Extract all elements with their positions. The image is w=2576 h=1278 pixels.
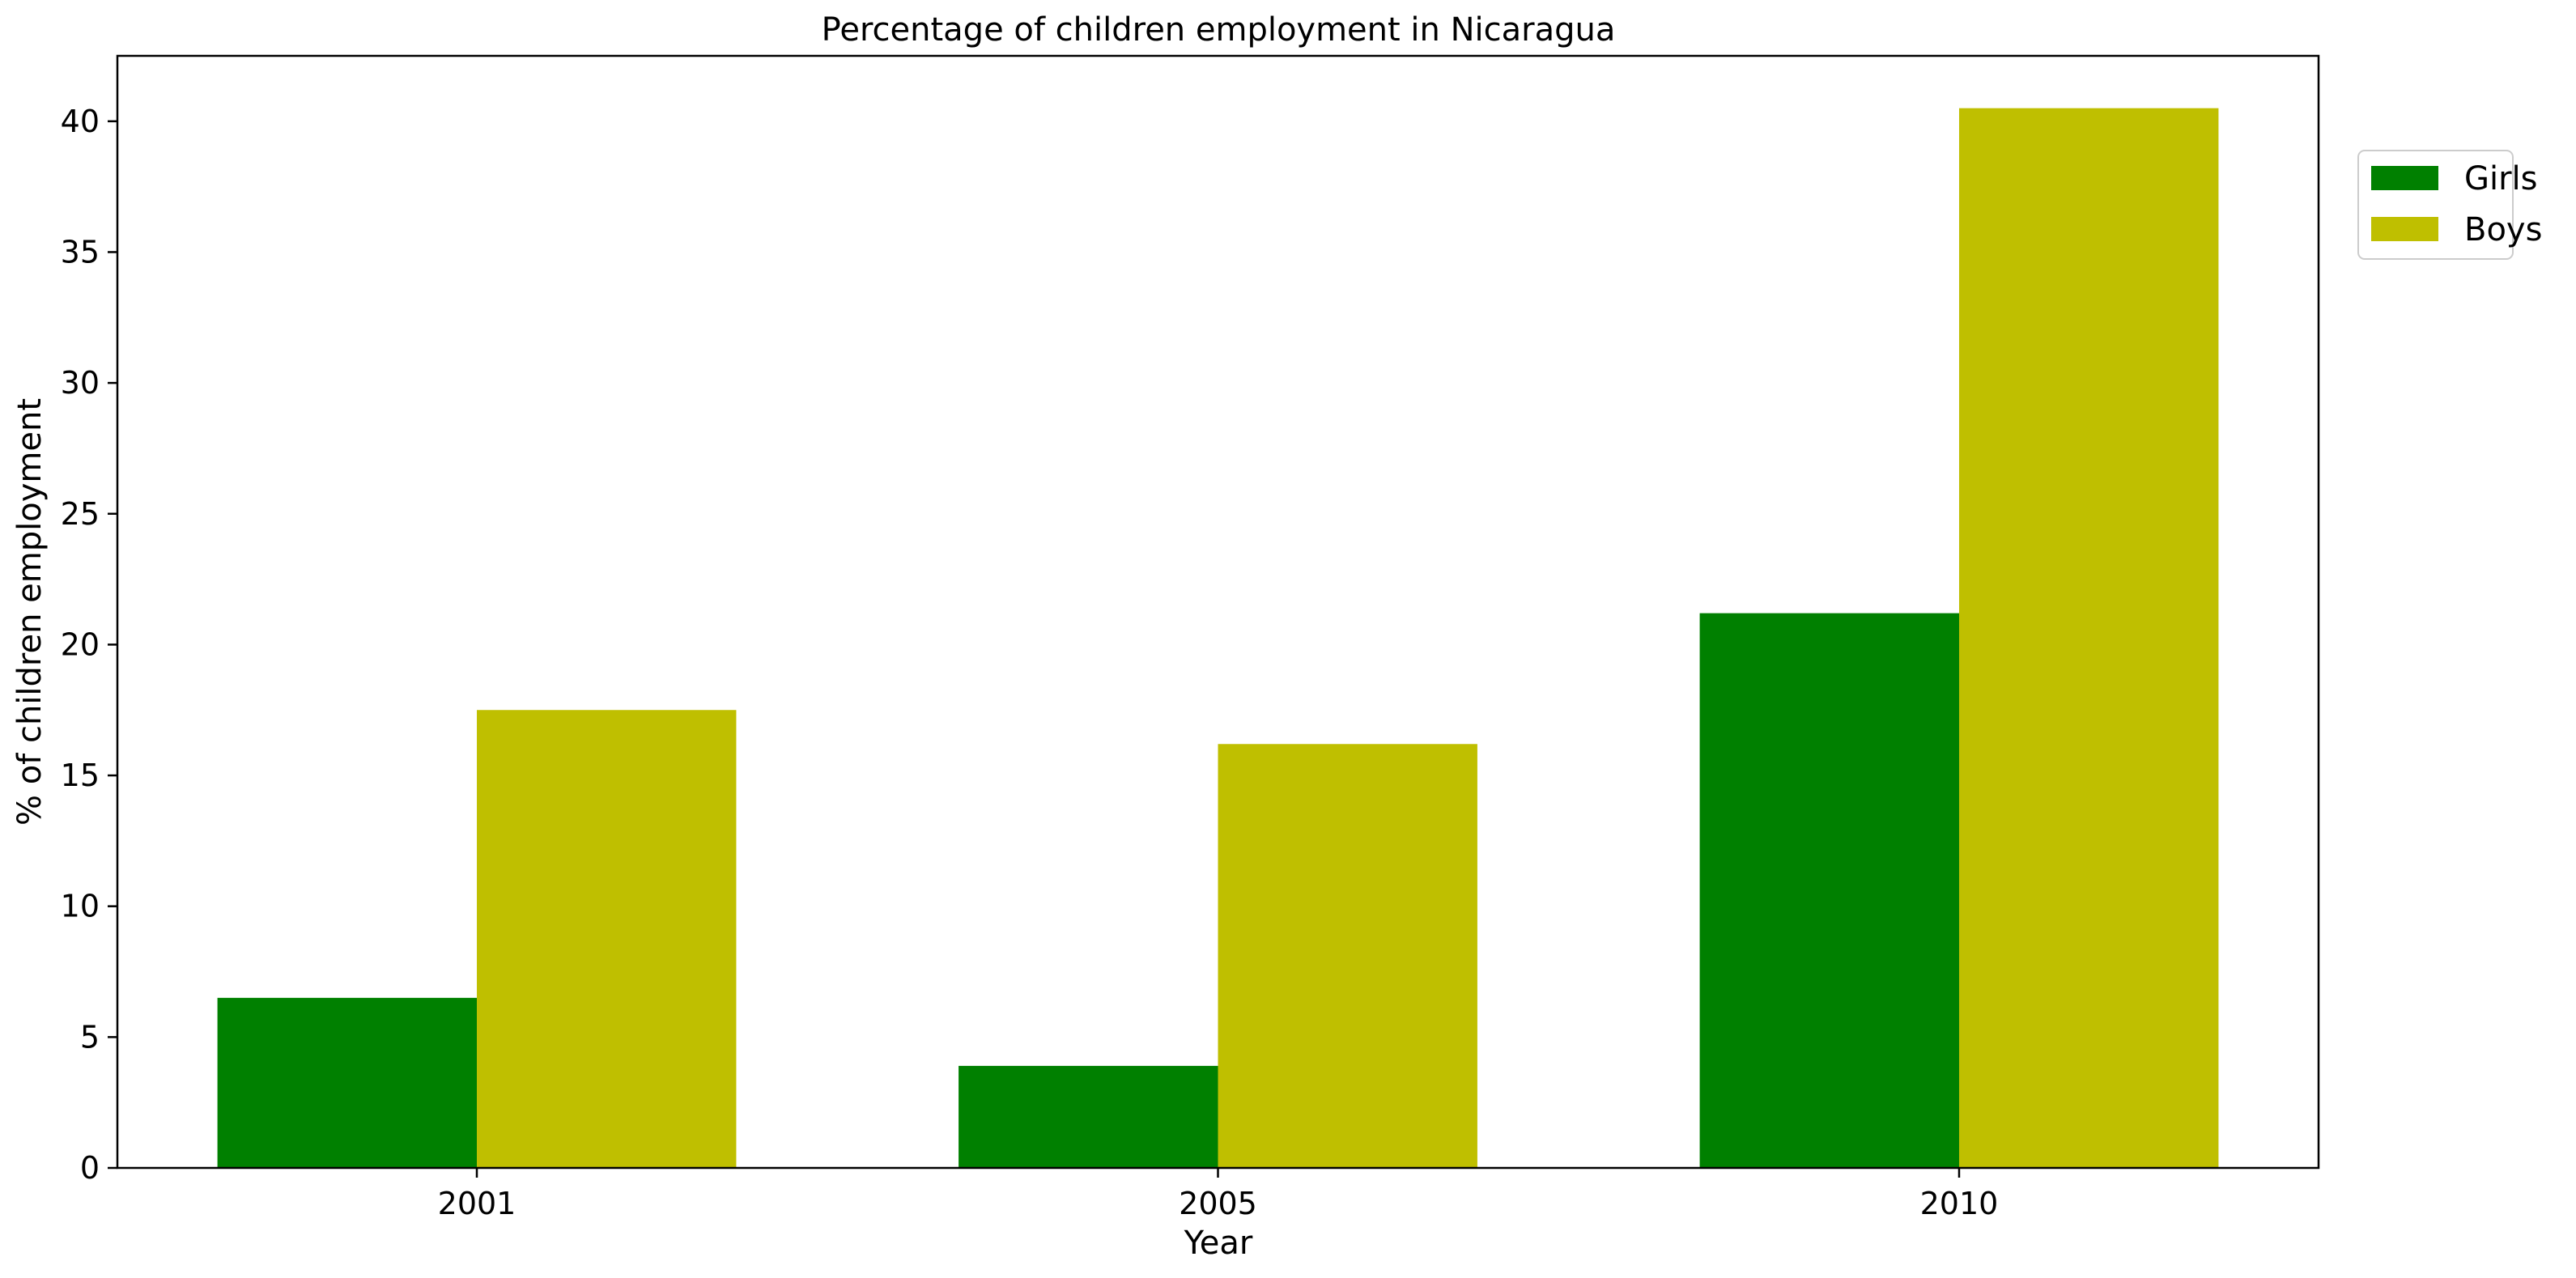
x-axis-label: Year: [1184, 1225, 1253, 1262]
legend-label-boys: Boys: [2464, 211, 2542, 248]
x-axis: 2001 2005 2010: [438, 1168, 1999, 1221]
bar-boys-2005: [1218, 744, 1477, 1168]
x-tick-label: 2001: [438, 1186, 516, 1221]
legend-swatch-boys: [2371, 217, 2438, 241]
y-tick-label: 10: [61, 889, 100, 924]
x-tick-label: 2005: [1179, 1186, 1257, 1221]
bars-group: [217, 108, 2219, 1169]
y-tick-label: 5: [80, 1019, 100, 1055]
y-tick-label: 30: [61, 365, 100, 401]
bar-girls-2010: [1699, 613, 1959, 1168]
y-tick-label: 15: [61, 758, 100, 793]
bar-boys-2001: [477, 710, 737, 1168]
x-tick-label: 2010: [1920, 1186, 1999, 1221]
legend-label-girls: Girls: [2464, 160, 2538, 197]
bar-boys-2010: [1958, 108, 2219, 1169]
bar-girls-2005: [959, 1065, 1218, 1168]
y-tick-label: 25: [61, 496, 100, 532]
chart-title: Percentage of children employment in Nic…: [822, 11, 1616, 49]
y-axis-label: % of children employment: [11, 398, 49, 826]
y-tick-label: 20: [61, 626, 100, 662]
legend: Girls Boys: [2357, 150, 2542, 260]
y-tick-label: 40: [61, 104, 100, 139]
bar-girls-2001: [217, 997, 478, 1168]
y-axis: 0 5 10 15 20 25 30 35 40: [61, 104, 117, 1186]
legend-swatch-girls: [2371, 166, 2438, 190]
y-tick-label: 0: [80, 1150, 100, 1186]
y-tick-label: 35: [61, 234, 100, 270]
